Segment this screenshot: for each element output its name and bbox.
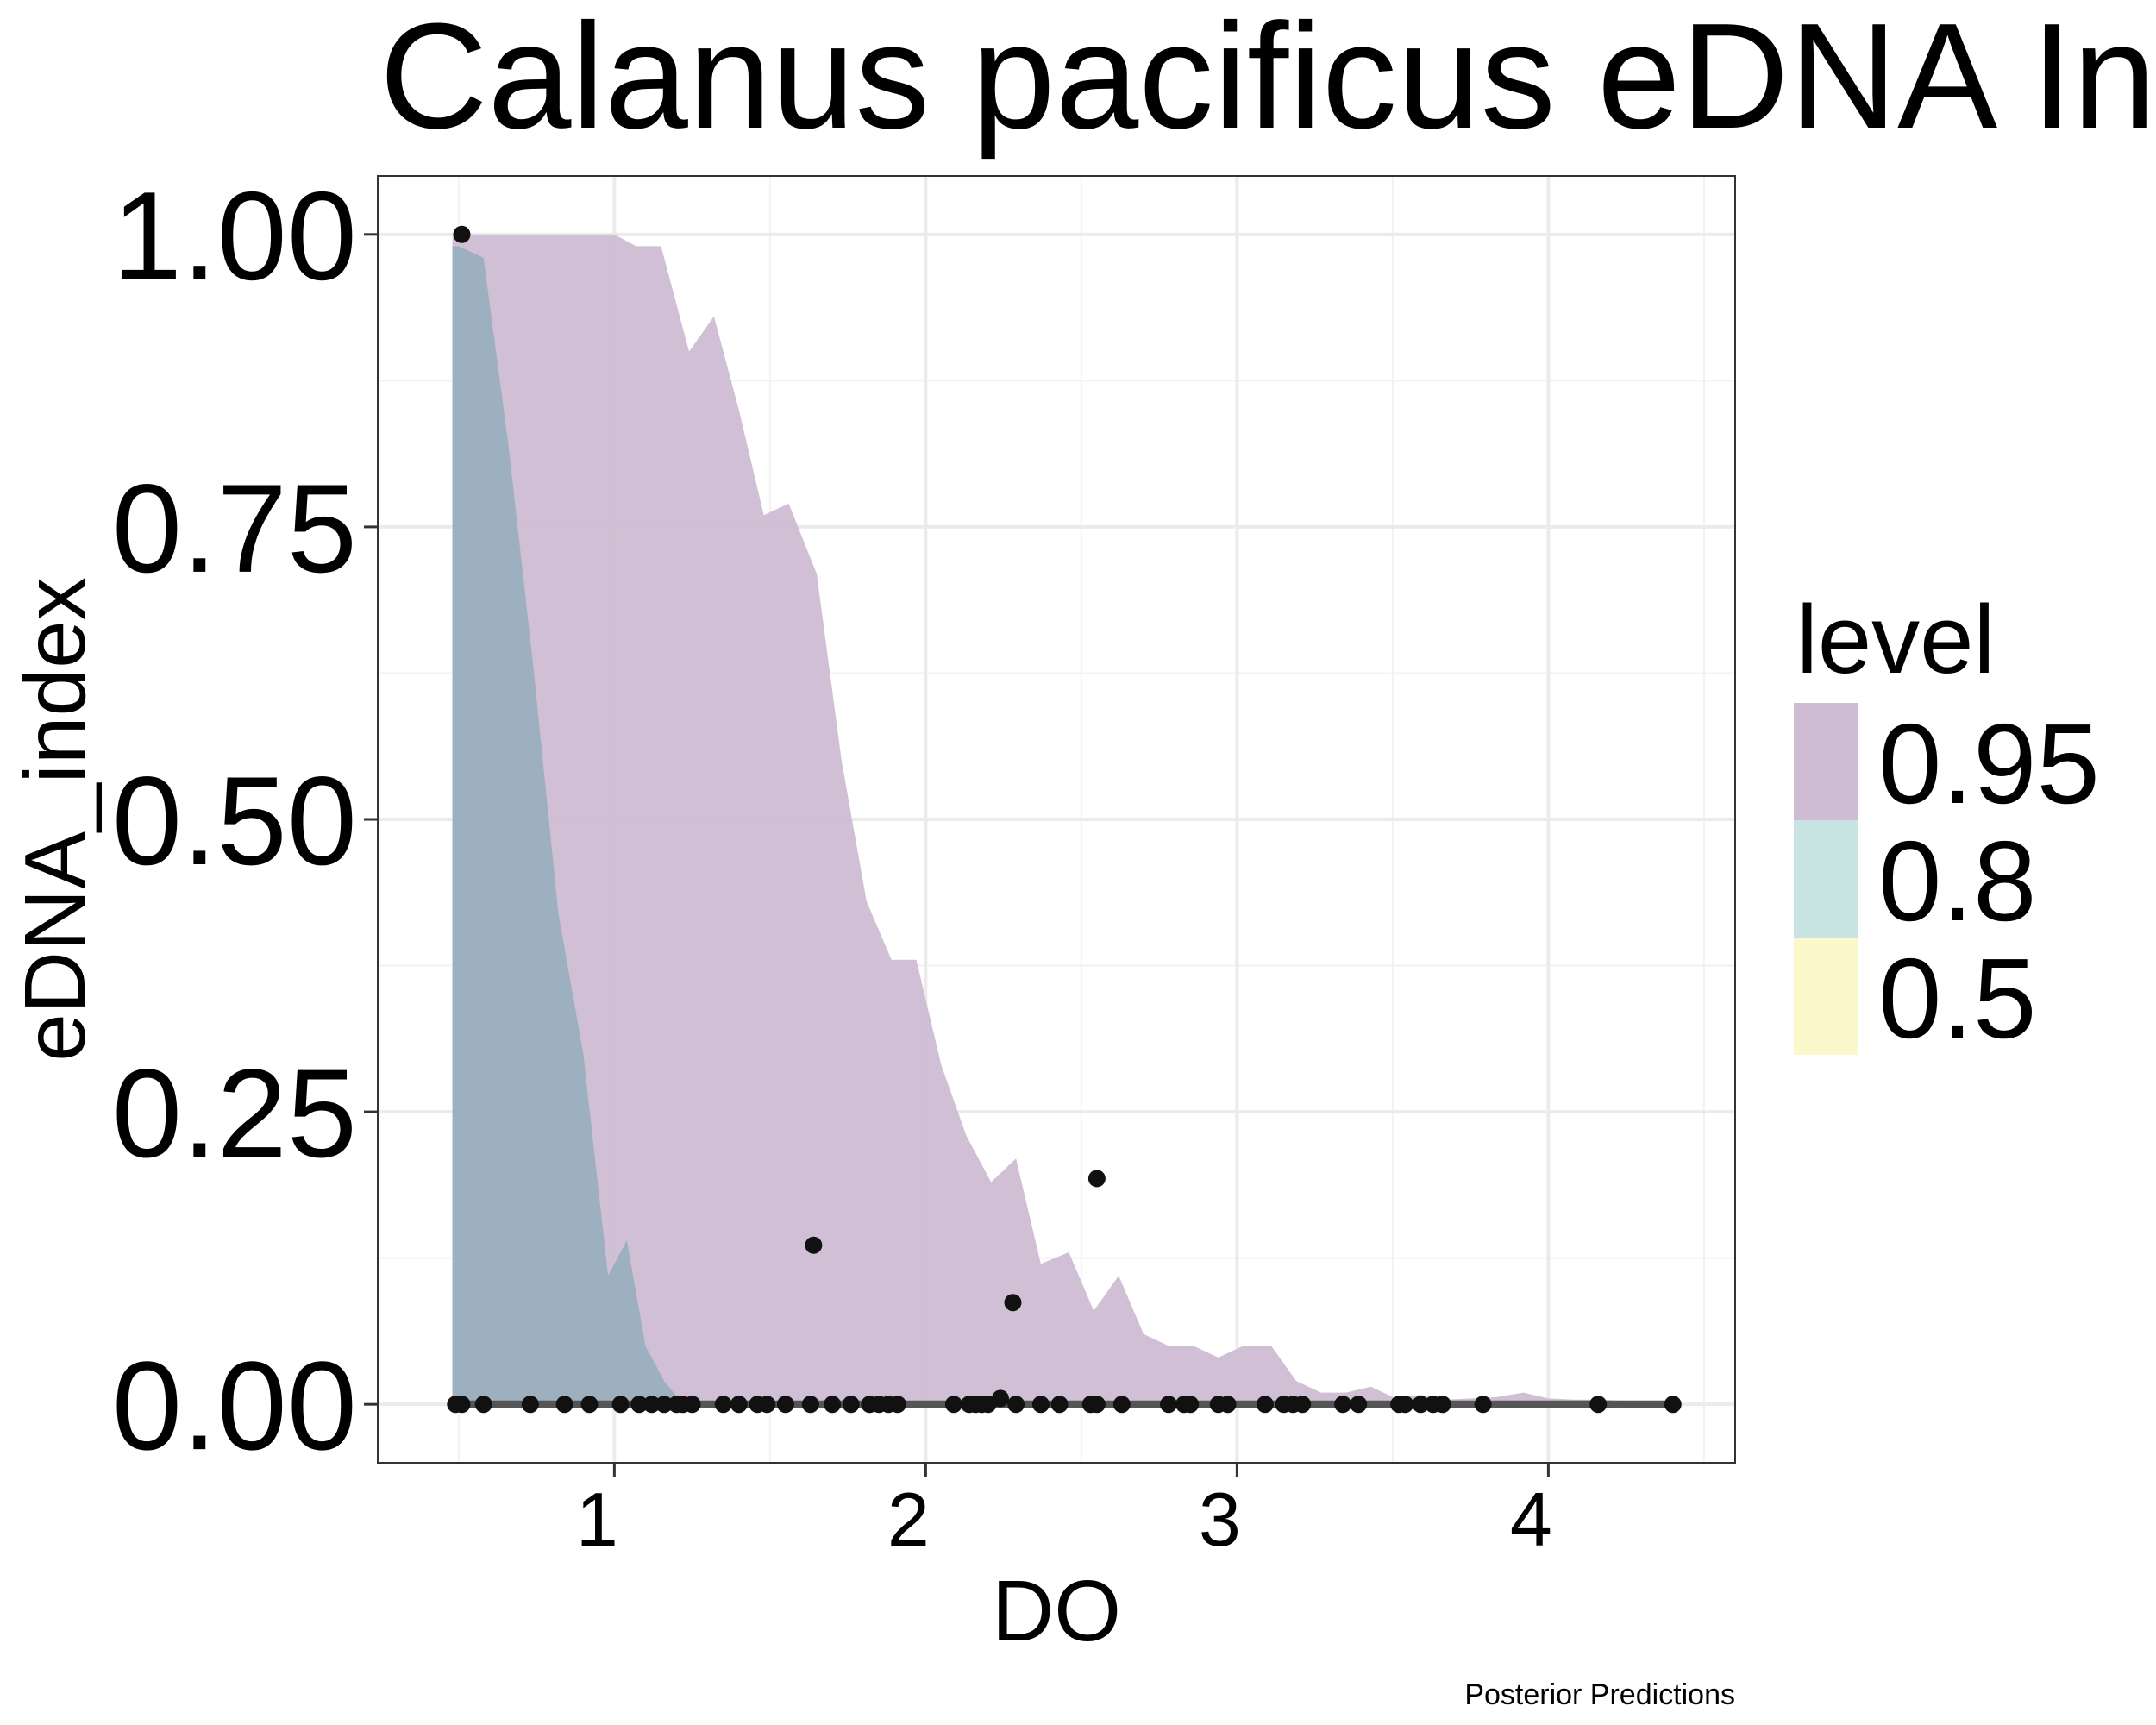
data-point: [474, 1396, 492, 1414]
data-point: [842, 1396, 860, 1414]
data-point: [776, 1396, 794, 1414]
data-point: [1007, 1396, 1025, 1414]
data-point: [453, 1396, 471, 1414]
data-point: [611, 1396, 630, 1414]
data-point: [1004, 1294, 1022, 1312]
data-point: [1219, 1396, 1237, 1414]
data-point: [1087, 1396, 1106, 1414]
data-point: [1334, 1396, 1352, 1414]
x-tick-label: 2: [887, 1477, 930, 1562]
data-point: [1433, 1396, 1451, 1414]
data-point: [655, 1396, 674, 1414]
y-tick-label: 0.00: [112, 1335, 357, 1476]
observed-points: [447, 225, 1682, 1414]
data-point: [1160, 1396, 1177, 1414]
x-axis: 1 2 3 4: [576, 1463, 1552, 1562]
x-tick-label: 1: [576, 1477, 618, 1562]
x-axis-title: DO: [992, 1563, 1121, 1659]
data-point: [1112, 1396, 1131, 1414]
legend-label: 0.95: [1878, 700, 2100, 827]
data-point: [1181, 1396, 1200, 1414]
legend: level 0.950.80.5: [1794, 586, 2100, 1062]
data-point: [1664, 1396, 1682, 1414]
credible-interval-bands: [452, 234, 1673, 1405]
legend-key: [1794, 938, 1858, 1055]
legend-title: level: [1796, 586, 1995, 693]
data-point: [1589, 1396, 1608, 1414]
band-0-8: [452, 246, 683, 1405]
chart-title: Calanus pacificus eDNA Ind: [379, 0, 2156, 160]
data-point: [730, 1396, 748, 1414]
data-point: [1474, 1396, 1492, 1414]
data-point: [888, 1396, 906, 1414]
data-point: [1087, 1170, 1106, 1188]
legend-label: 0.8: [1878, 818, 2037, 944]
plot-panel: [377, 175, 1736, 1464]
y-tick-label: 0.50: [112, 750, 357, 891]
legend-entries: 0.950.80.5: [1794, 700, 2100, 1062]
y-axis-title: eDNA_index: [7, 577, 103, 1061]
data-point: [580, 1396, 599, 1414]
data-point: [714, 1396, 732, 1414]
data-point: [1350, 1396, 1368, 1414]
data-point: [555, 1396, 573, 1414]
data-point: [944, 1396, 962, 1414]
data-point: [1031, 1396, 1050, 1414]
data-point: [630, 1396, 649, 1414]
y-tick-label: 0.75: [112, 458, 357, 599]
data-point: [992, 1389, 1009, 1408]
band-0-95: [452, 234, 1673, 1405]
data-point: [642, 1396, 661, 1414]
data-point: [521, 1396, 539, 1414]
data-point: [801, 1396, 819, 1414]
caption: Posterior Predictions: [1464, 1678, 1735, 1711]
legend-key: [1794, 820, 1858, 938]
data-point: [453, 225, 471, 243]
data-point: [824, 1396, 842, 1414]
data-point: [1050, 1396, 1069, 1414]
legend-label: 0.5: [1878, 935, 2037, 1062]
y-tick-label: 0.25: [112, 1043, 357, 1183]
data-point: [1256, 1396, 1274, 1414]
data-point: [1412, 1396, 1430, 1414]
data-point: [1294, 1396, 1312, 1414]
y-tick-label: 1.00: [112, 166, 357, 306]
data-point: [1396, 1396, 1414, 1414]
legend-key: [1794, 703, 1858, 820]
data-point: [683, 1396, 701, 1414]
x-tick-label: 4: [1510, 1477, 1552, 1562]
y-axis: 0.00 0.25 0.50 0.75 1.00: [112, 166, 378, 1476]
data-point: [805, 1236, 823, 1254]
data-point: [758, 1396, 776, 1414]
x-tick-label: 3: [1199, 1477, 1241, 1562]
